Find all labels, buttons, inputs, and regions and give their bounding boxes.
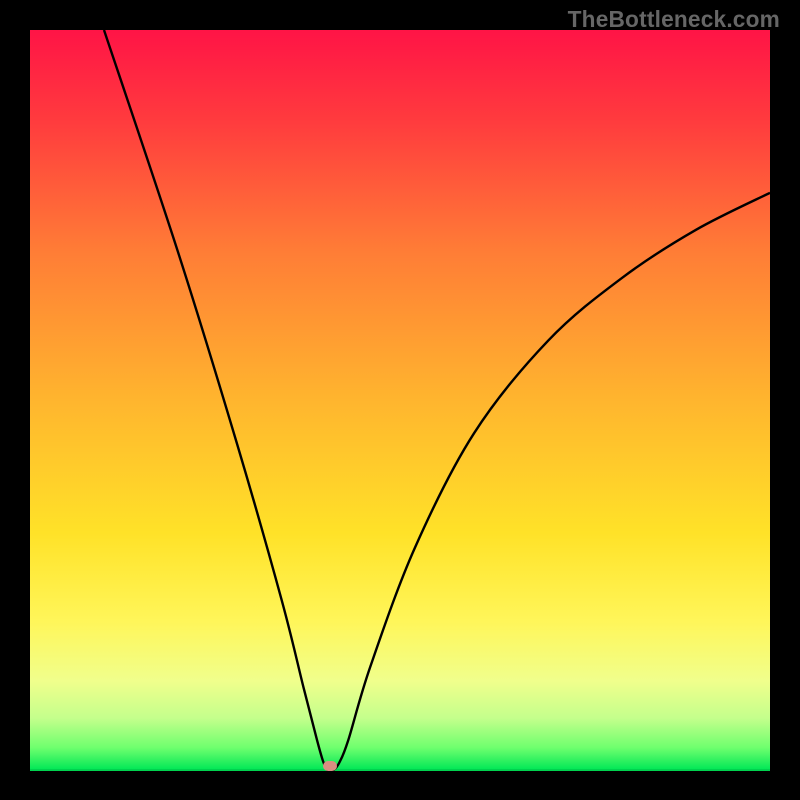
bottleneck-curve [104, 30, 770, 771]
curve-svg [30, 30, 770, 770]
minimum-marker [323, 761, 337, 771]
watermark-text: TheBottleneck.com [568, 6, 780, 33]
chart-frame: TheBottleneck.com [0, 0, 800, 800]
